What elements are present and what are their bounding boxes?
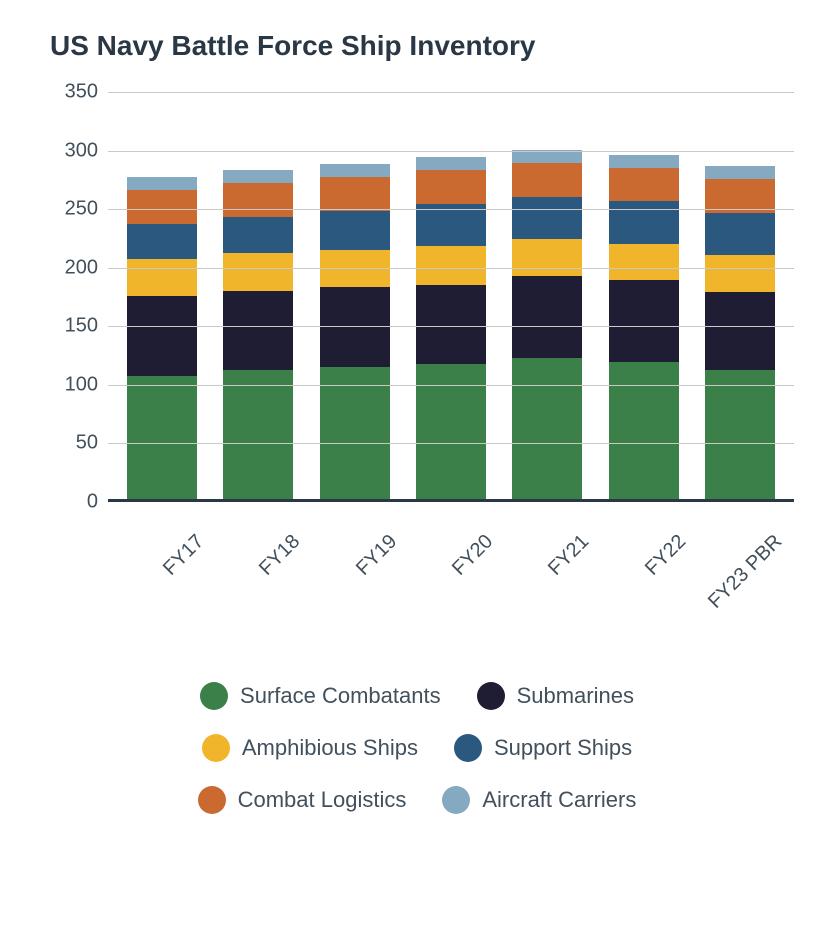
legend-label: Support Ships [494,735,632,761]
bar-segment-surface_combatants [609,362,679,499]
bar-segment-combat_logistics [223,183,293,217]
legend-swatch-icon [200,682,228,710]
bar-segment-amphibious_ships [512,239,582,276]
legend-swatch-icon [202,734,230,762]
bar-segment-aircraft_carriers [223,170,293,183]
gridline [108,92,794,93]
bar-segment-aircraft_carriers [416,157,486,170]
bar-segment-combat_logistics [127,190,197,224]
chart-plot-wrap: 050100150200250300350 FY17FY18FY19FY20FY… [50,92,794,592]
bar-segment-submarines [705,292,775,370]
legend-item-surface_combatants: Surface Combatants [200,682,441,710]
y-tick-label: 50 [76,432,98,455]
x-tick-label: FY21 [529,530,595,596]
y-tick-label: 200 [65,256,98,279]
bar-segment-support_ships [223,217,293,253]
legend-label: Amphibious Ships [242,735,418,761]
bar-segment-submarines [609,280,679,362]
bar-segment-aircraft_carriers [705,166,775,179]
bar-segment-combat_logistics [320,177,390,211]
plot-area [108,92,794,502]
bar-segment-aircraft_carriers [320,164,390,177]
bar-segment-support_ships [609,201,679,243]
x-tick-label: FY22 [625,530,691,596]
legend-item-combat_logistics: Combat Logistics [198,786,407,814]
bar-segment-surface_combatants [705,370,775,499]
chart-title: US Navy Battle Force Ship Inventory [50,30,794,62]
bar-segment-support_ships [416,204,486,246]
gridline [108,385,794,386]
legend-label: Aircraft Carriers [482,787,636,813]
bar-segment-combat_logistics [609,168,679,202]
bar-segment-combat_logistics [705,179,775,213]
bar-segment-amphibious_ships [609,244,679,280]
legend-swatch-icon [442,786,470,814]
legend: Surface Combatants Submarines Amphibious S… [40,682,794,814]
legend-swatch-icon [477,682,505,710]
gridline [108,443,794,444]
gridline [108,209,794,210]
bar-segment-surface_combatants [223,370,293,499]
bar-segment-aircraft_carriers [127,177,197,190]
bar-segment-aircraft_carriers [609,155,679,168]
gridline [108,268,794,269]
legend-label: Combat Logistics [238,787,407,813]
bar-column [512,150,582,499]
legend-item-submarines: Submarines [477,682,634,710]
gridline [108,326,794,327]
bar-segment-combat_logistics [512,163,582,197]
bar-segment-support_ships [512,197,582,239]
bar-segment-amphibious_ships [705,255,775,291]
bar-segment-combat_logistics [416,170,486,204]
y-tick-label: 0 [87,491,98,514]
bar-segment-submarines [127,296,197,376]
bar-segment-amphibious_ships [127,259,197,296]
legend-swatch-icon [198,786,226,814]
bar-segment-aircraft_carriers [512,150,582,163]
legend-item-aircraft_carriers: Aircraft Carriers [442,786,636,814]
legend-label: Submarines [517,683,634,709]
bar-segment-submarines [416,285,486,365]
bar-column [705,166,775,499]
bar-segment-surface_combatants [320,367,390,499]
bar-segment-submarines [223,291,293,371]
legend-swatch-icon [454,734,482,762]
x-tick-label: FY20 [432,530,498,596]
bar-segment-surface_combatants [127,376,197,499]
x-axis-labels: FY17FY18FY19FY20FY21FY22FY23 PBR [108,512,794,535]
y-tick-label: 350 [65,81,98,104]
y-tick-label: 250 [65,198,98,221]
y-axis: 050100150200250300350 [50,92,108,502]
legend-item-amphibious_ships: Amphibious Ships [202,734,418,762]
y-tick-label: 300 [65,139,98,162]
x-tick-label: FY18 [240,530,306,596]
bar-column [320,164,390,499]
x-tick-label: FY19 [336,530,402,596]
bar-column [127,177,197,499]
bar-segment-support_ships [127,224,197,259]
y-tick-label: 150 [65,315,98,338]
x-tick-label: FY17 [143,530,209,596]
bar-segment-amphibious_ships [223,253,293,290]
bar-segment-surface_combatants [512,358,582,499]
legend-item-support_ships: Support Ships [454,734,632,762]
y-tick-label: 100 [65,373,98,396]
bar-segment-support_ships [705,213,775,255]
bar-segment-submarines [512,276,582,358]
bar-segment-support_ships [320,211,390,250]
bar-segment-amphibious_ships [416,246,486,285]
gridline [108,151,794,152]
chart-container: US Navy Battle Force Ship Inventory 0 50 1… [0,0,834,934]
bar-column [223,170,293,499]
bars-group [108,92,794,499]
legend-label: Surface Combatants [240,683,441,709]
x-tick-label: FY23 PBR [721,530,787,596]
